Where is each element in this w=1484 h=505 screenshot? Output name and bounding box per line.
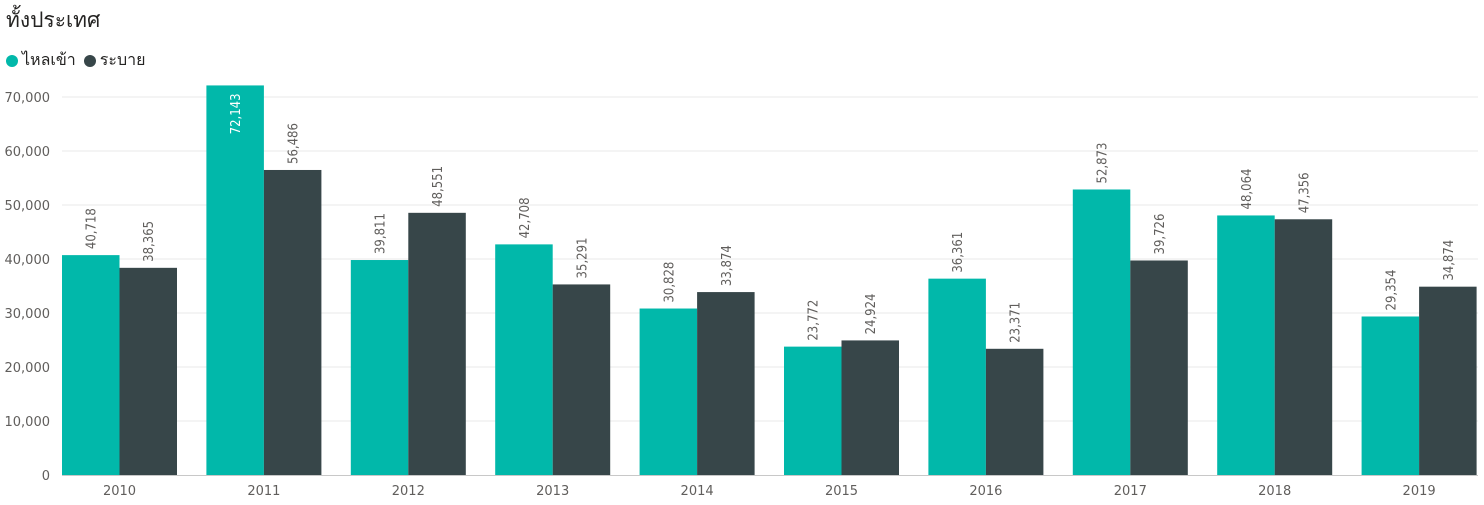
bar-inflow [928,278,986,475]
legend-dot-outflow-icon [83,54,96,67]
data-label: 47,356 [1297,172,1312,213]
data-label: 48,551 [431,166,446,207]
data-label: 33,874 [720,245,735,286]
bar-inflow [62,255,120,475]
data-label: 39,811 [374,213,389,254]
bar-inflow [206,85,264,476]
x-tick-label: 2014 [681,484,714,499]
data-label: 35,291 [575,238,590,279]
data-label: 23,772 [807,300,822,341]
y-tick-label: 50,000 [5,199,51,214]
data-label: 30,828 [662,262,677,303]
legend-item-outflow[interactable]: ระบาย [83,48,146,73]
y-tick-label: 10,000 [5,415,51,430]
bar-inflow [1072,189,1131,476]
data-label: 56,486 [287,123,302,164]
bar-inflow [350,260,409,475]
y-tick-label: 20,000 [5,361,51,376]
legend: ไหลเข้า ระบาย [6,48,154,73]
data-label: 29,354 [1384,270,1399,311]
x-tick-label: 2011 [247,484,280,499]
x-tick-label: 2018 [1258,484,1291,499]
y-tick-label: 70,000 [5,91,51,106]
chart-title: ทั้งประเทศ [6,8,101,32]
data-label: 40,718 [85,208,100,249]
bar-outflow [408,212,466,476]
data-label: 34,874 [1442,240,1457,281]
data-label: 36,361 [951,232,966,273]
x-tick-label: 2016 [969,484,1002,499]
bar-outflow [985,348,1044,475]
bar-outflow [119,267,177,475]
data-label: 52,873 [1096,143,1111,184]
x-tick-label: 2017 [1114,484,1147,499]
data-label: 48,064 [1240,169,1255,210]
data-label: 39,726 [1153,214,1168,255]
data-label: 38,365 [142,221,157,262]
data-label: 24,924 [864,293,879,334]
bar-outflow [1274,219,1333,475]
data-label: 23,371 [1009,302,1024,343]
x-tick-label: 2010 [103,484,136,499]
y-tick-label: 0 [42,469,50,484]
legend-item-inflow[interactable]: ไหลเข้า [6,48,76,73]
y-tick-label: 60,000 [5,145,51,160]
legend-label-inflow: ไหลเข้า [22,50,76,69]
bar-inflow [784,346,842,475]
x-tick-label: 2019 [1403,484,1436,499]
legend-label-outflow: ระบาย [99,50,146,69]
legend-dot-inflow-icon [6,54,18,67]
x-tick-label: 2013 [536,484,569,499]
bar-outflow [1419,286,1477,475]
bar-outflow [263,169,322,476]
data-label: 72,143 [229,93,244,134]
bar-inflow [639,308,698,475]
bar-outflow [697,292,755,475]
y-tick-label: 40,000 [5,253,51,268]
bar-inflow [495,244,553,475]
bar-inflow [1217,215,1275,475]
bar-outflow [841,340,899,475]
bar-inflow [1361,316,1420,475]
bar-outflow [1130,260,1188,475]
data-label: 42,708 [518,197,533,238]
y-tick-label: 30,000 [5,307,51,322]
x-tick-label: 2015 [825,484,858,499]
bar-outflow [552,284,611,475]
x-tick-label: 2012 [392,484,425,499]
